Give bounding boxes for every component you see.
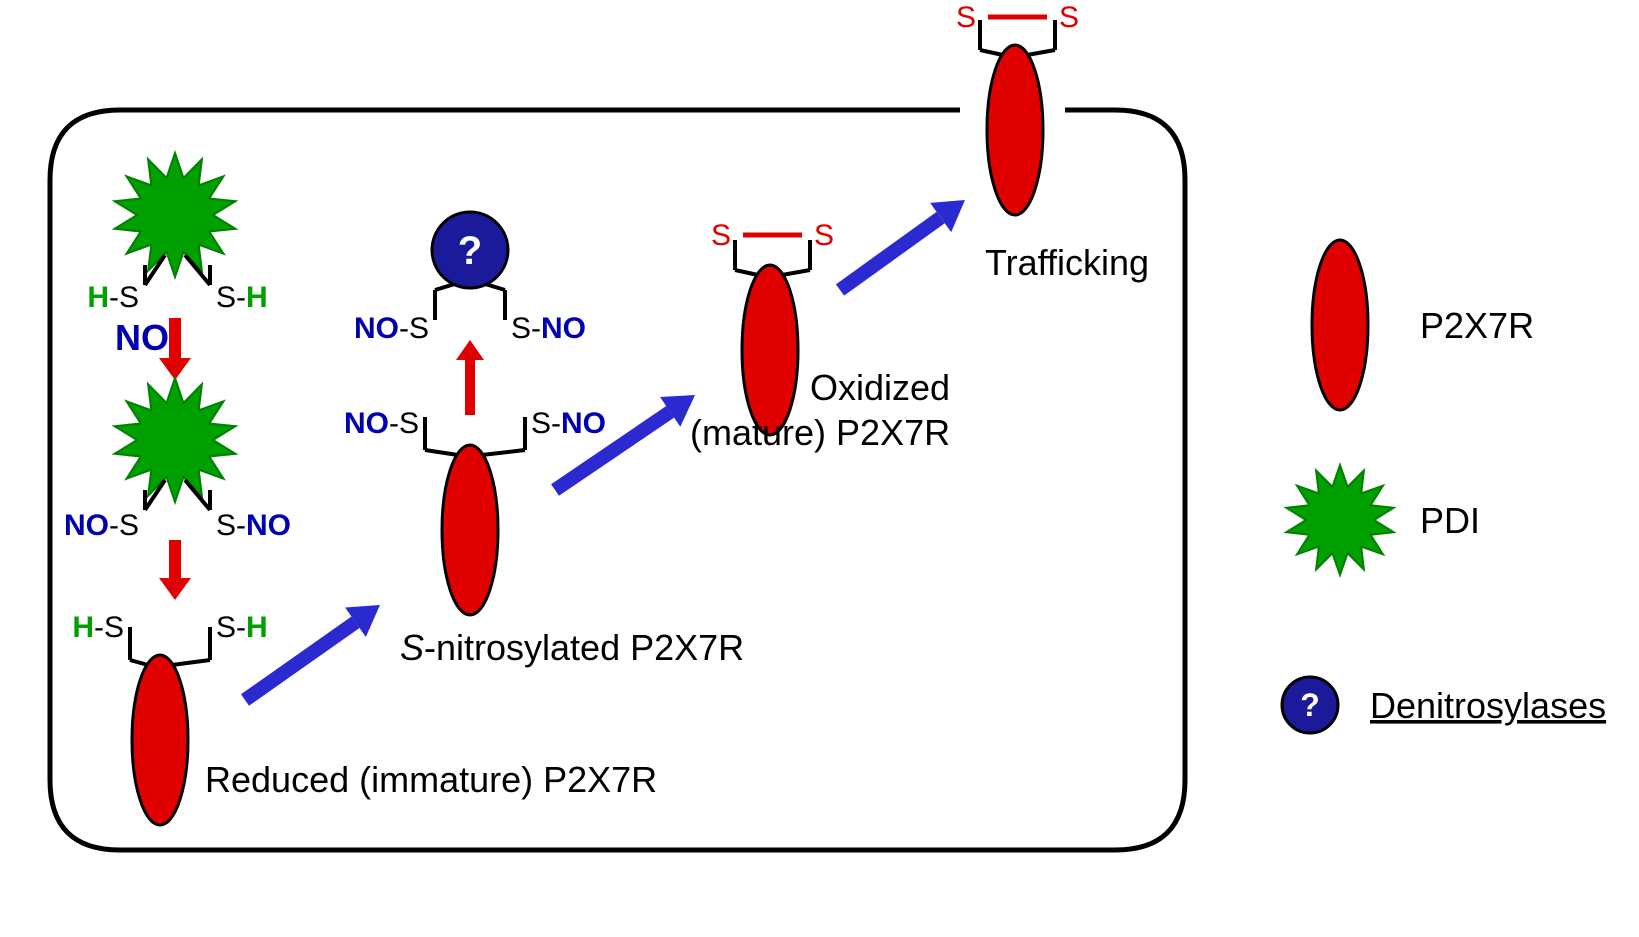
svg-text:S-H: S-H bbox=[216, 281, 268, 314]
svg-text:S: S bbox=[814, 219, 834, 252]
legend-pdi-label: PDI bbox=[1420, 500, 1480, 541]
svg-text:H-S: H-S bbox=[72, 611, 124, 644]
svg-text:S: S bbox=[711, 219, 731, 252]
svg-text:NO-S: NO-S bbox=[354, 312, 429, 345]
oxidized-label: Oxidized bbox=[810, 367, 950, 408]
no-label: NO bbox=[115, 317, 169, 358]
mature-label: (mature) P2X7R bbox=[690, 412, 950, 453]
svg-text:H-S: H-S bbox=[87, 281, 139, 314]
svg-text:NO-S: NO-S bbox=[64, 509, 139, 542]
trafficking-label: Trafficking bbox=[985, 242, 1149, 283]
reduced-label: Reduced (immature) P2X7R bbox=[205, 759, 657, 800]
svg-text:?: ? bbox=[1300, 687, 1320, 723]
legend-p2x7r-label: P2X7R bbox=[1420, 305, 1534, 346]
svg-text:S: S bbox=[1059, 1, 1079, 34]
svg-text:S-NO: S-NO bbox=[531, 407, 606, 440]
svg-text:S-H: S-H bbox=[216, 611, 268, 644]
s-nitrosylated-label: S-nitrosylated P2X7R bbox=[400, 627, 744, 668]
question-icon: ? bbox=[458, 229, 482, 273]
legend-denitrosylases-label: Denitrosylases bbox=[1370, 685, 1606, 726]
svg-text:NO-S: NO-S bbox=[344, 407, 419, 440]
svg-text:S-NO: S-NO bbox=[216, 509, 291, 542]
svg-text:S: S bbox=[956, 1, 976, 34]
diagram-canvas: H-S S-H NO NO-S S-NO H-S S-H Reduced (immature)… bbox=[0, 0, 1639, 937]
svg-text:S-NO: S-NO bbox=[511, 312, 586, 345]
